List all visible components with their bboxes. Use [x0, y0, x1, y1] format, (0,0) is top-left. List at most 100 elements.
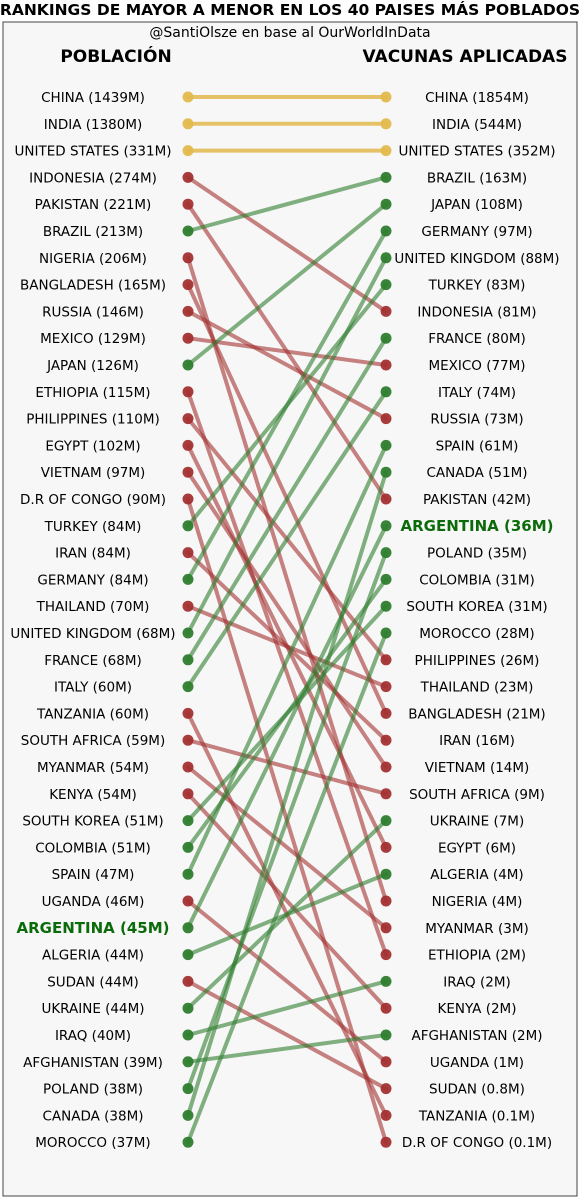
right-label-south-africa: SOUTH AFRICA (9M) [409, 787, 545, 803]
right-point-myanmar [380, 922, 392, 934]
left-label-d-r-of-congo: D.R OF CONGO (90M) [20, 492, 166, 508]
connector-canada [186, 470, 388, 1118]
right-point-united-kingdom [380, 252, 392, 264]
right-point-morocco [380, 627, 392, 639]
left-point-italy [182, 681, 194, 693]
left-point-algeria [182, 949, 194, 961]
right-label-pakistan: PAKISTAN (42M) [423, 492, 531, 508]
left-point-d-r-of-congo [182, 493, 194, 505]
left-label-tanzania: TANZANIA (60M) [36, 706, 149, 722]
left-label-ukraine: UKRAINE (44M) [41, 1001, 144, 1017]
right-point-germany [380, 225, 392, 237]
right-label-poland: POLAND (35M) [427, 546, 527, 562]
left-label-kenya: KENYA (54M) [49, 787, 137, 803]
right-label-algeria: ALGERIA (4M) [430, 867, 523, 883]
connector-thailand [186, 604, 388, 689]
left-label-japan: JAPAN (126M) [46, 358, 139, 374]
right-point-south-korea [380, 600, 392, 612]
right-label-bangladesh: BANGLADESH (21M) [408, 706, 545, 722]
right-point-japan [380, 198, 392, 210]
left-label-afghanistan: AFGHANISTAN (39M) [23, 1055, 163, 1071]
left-label-nigeria: NIGERIA (206M) [39, 251, 147, 267]
right-label-spain: SPAIN (61M) [436, 438, 519, 454]
right-label-vietnam: VIETNAM (14M) [425, 760, 530, 776]
right-point-france [380, 332, 392, 344]
left-label-iraq: IRAQ (40M) [55, 1028, 131, 1044]
connector-iraq [186, 979, 388, 1037]
left-label-egypt: EGYPT (102M) [45, 438, 140, 454]
right-label-iran: IRAN (16M) [439, 733, 515, 749]
right-label-nigeria: NIGERIA (4M) [432, 894, 523, 910]
right-point-iran [380, 734, 392, 746]
right-point-afghanistan [380, 1029, 392, 1041]
right-point-indonesia [380, 305, 392, 317]
country-labels: CHINA (1439M) INDIA (1380M) UNITED STATES … [10, 90, 559, 1151]
left-point-india [182, 118, 194, 130]
left-point-united-states [182, 145, 194, 157]
right-label-sudan: SUDAN (0.8M) [429, 1082, 525, 1098]
right-label-china: CHINA (1854M) [425, 90, 529, 106]
right-point-south-africa [380, 788, 392, 800]
left-point-south-korea [182, 815, 194, 827]
left-point-south-africa [182, 734, 194, 746]
right-label-united-kingdom: UNITED KINGDOM (88M) [394, 251, 559, 267]
left-label-iran: IRAN (84M) [55, 546, 131, 562]
connector-uganda [186, 899, 388, 1064]
right-label-myanmar: MYANMAR (3M) [425, 921, 529, 937]
right-label-philippines: PHILIPPINES (26M) [415, 653, 540, 669]
right-label-thailand: THAILAND (23M) [420, 680, 534, 696]
left-point-russia [182, 305, 194, 317]
left-point-tanzania [182, 707, 194, 719]
right-label-ukraine: UKRAINE (7M) [430, 814, 524, 830]
right-label-germany: GERMANY (97M) [421, 224, 532, 240]
left-label-china: CHINA (1439M) [41, 90, 145, 106]
left-label-myanmar: MYANMAR (54M) [37, 760, 149, 776]
right-point-united-states [380, 145, 392, 157]
right-point-vietnam [380, 761, 392, 773]
right-point-colombia [380, 573, 392, 585]
left-point-egypt [182, 439, 194, 451]
right-point-mexico [380, 359, 392, 371]
right-label-ethiopia: ETHIOPIA (2M) [428, 948, 526, 964]
left-label-france: FRANCE (68M) [44, 653, 142, 669]
left-label-philippines: PHILIPPINES (110M) [26, 412, 159, 428]
chart-title: RANKINGS DE MAYOR A MENOR EN LOS 40 PAIS… [0, 0, 580, 19]
left-label-argentina: ARGENTINA (45M) [17, 919, 170, 937]
connector-myanmar [186, 765, 388, 930]
left-point-france [182, 654, 194, 666]
left-point-china [182, 91, 194, 103]
connector-south-africa [186, 738, 388, 796]
left-point-philippines [182, 413, 194, 425]
plot-frame [2, 21, 578, 1197]
right-point-thailand [380, 681, 392, 693]
right-point-china [380, 91, 392, 103]
left-label-spain: SPAIN (47M) [52, 867, 135, 883]
left-point-mexico [182, 332, 194, 344]
left-point-iran [182, 547, 194, 559]
connector-mexico [186, 336, 388, 367]
right-point-argentina [380, 520, 392, 532]
connector-japan [186, 202, 388, 367]
left-label-mexico: MEXICO (129M) [40, 331, 146, 347]
left-point-ethiopia [182, 386, 194, 398]
right-point-brazil [380, 171, 392, 183]
right-label-iraq: IRAQ (2M) [443, 974, 511, 990]
right-label-morocco: MOROCCO (28M) [419, 626, 534, 642]
right-point-poland [380, 547, 392, 559]
right-label-egypt: EGYPT (6M) [438, 840, 516, 856]
left-point-nigeria [182, 252, 194, 264]
connector-spain [186, 443, 388, 877]
left-point-morocco [182, 1136, 194, 1148]
right-label-mexico: MEXICO (77M) [428, 358, 525, 374]
left-label-bangladesh: BANGLADESH (165M) [20, 278, 166, 294]
left-point-kenya [182, 788, 194, 800]
connector-france [186, 336, 388, 662]
connector-poland [186, 550, 388, 1091]
left-label-indonesia: INDONESIA (274M) [29, 170, 157, 186]
connector-ukraine [186, 818, 388, 1011]
rank-points [182, 91, 392, 1148]
right-point-egypt [380, 841, 392, 853]
left-point-sudan [182, 975, 194, 987]
left-point-bangladesh [182, 279, 194, 291]
